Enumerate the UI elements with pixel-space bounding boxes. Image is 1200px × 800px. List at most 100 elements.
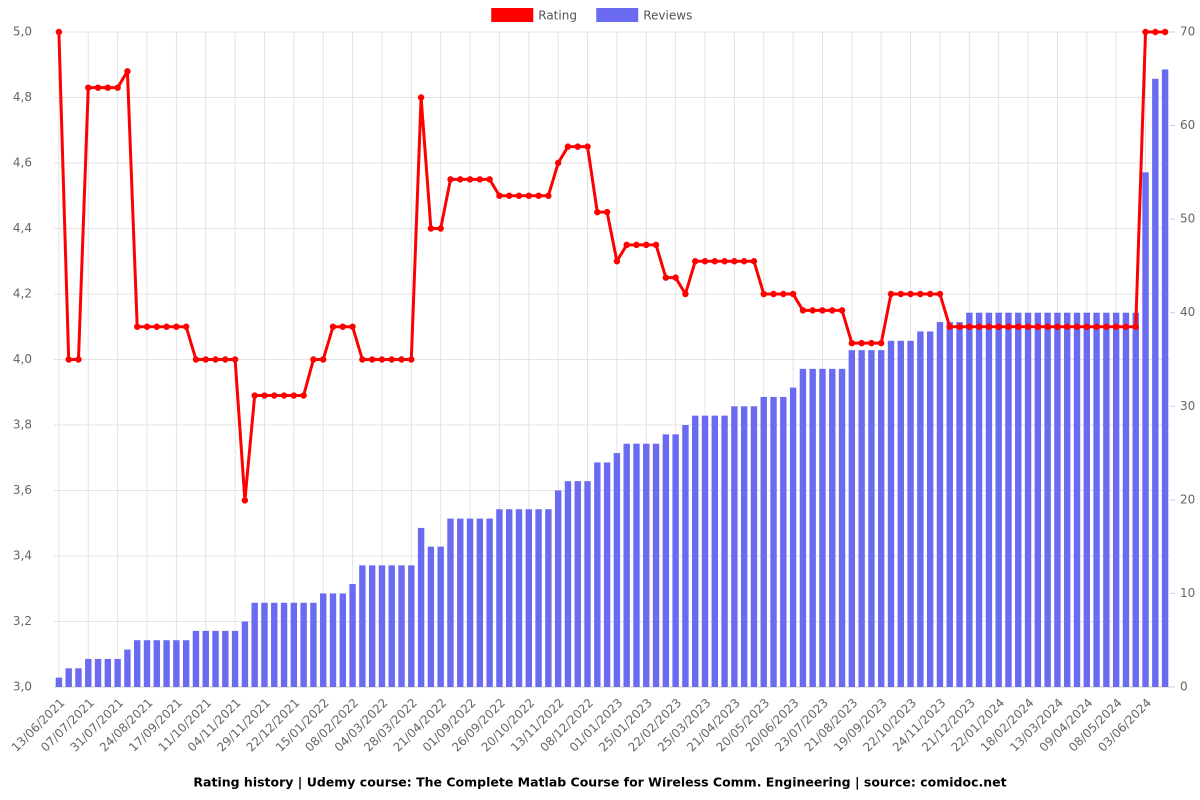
bar <box>760 396 767 687</box>
point <box>672 274 679 281</box>
point <box>545 192 552 199</box>
point <box>134 323 141 330</box>
point <box>1152 28 1159 36</box>
y2-tick-label: 10 <box>1180 586 1195 600</box>
point <box>280 392 288 399</box>
point <box>985 323 993 330</box>
point <box>584 143 591 150</box>
point <box>789 290 797 298</box>
point <box>995 323 1002 330</box>
bar <box>368 565 376 687</box>
bar <box>212 630 219 687</box>
legend-swatch <box>596 8 639 22</box>
bar <box>55 677 63 687</box>
bar <box>711 415 718 687</box>
bar <box>1161 69 1169 687</box>
bar <box>652 443 660 687</box>
point <box>848 339 856 347</box>
bar <box>1142 172 1149 687</box>
bar <box>486 518 493 687</box>
point <box>682 290 689 298</box>
bar <box>966 312 973 687</box>
bar <box>1054 312 1061 687</box>
point <box>1005 323 1012 330</box>
point <box>408 356 415 363</box>
point <box>897 290 904 298</box>
point <box>1083 323 1090 330</box>
point <box>143 323 151 330</box>
bar <box>564 481 572 687</box>
point <box>574 143 581 150</box>
bar <box>271 602 278 687</box>
bar <box>692 415 699 687</box>
bar <box>349 584 356 687</box>
point <box>1103 323 1110 330</box>
bar <box>594 462 601 687</box>
bar <box>143 640 151 687</box>
point <box>417 94 425 101</box>
point <box>946 323 953 330</box>
point <box>486 176 493 183</box>
bar <box>789 387 797 687</box>
bar <box>809 368 816 687</box>
bar <box>457 518 464 687</box>
bar <box>290 602 298 687</box>
bar <box>310 602 317 687</box>
point <box>623 241 630 249</box>
bar <box>1152 78 1159 688</box>
bar <box>838 368 846 687</box>
bar <box>359 565 366 687</box>
y-tick-label: 4,6 <box>13 156 32 170</box>
point <box>261 392 268 399</box>
point <box>525 192 532 199</box>
bar <box>261 602 268 687</box>
point <box>1024 323 1032 330</box>
point <box>1064 323 1071 330</box>
bar <box>75 668 82 687</box>
point <box>1122 323 1130 330</box>
point <box>858 339 865 347</box>
point <box>1161 28 1169 36</box>
bar <box>65 668 72 687</box>
bar <box>447 518 454 687</box>
bar <box>907 340 914 687</box>
point <box>878 339 885 347</box>
bar <box>1083 312 1090 687</box>
bar <box>848 350 856 687</box>
bar <box>995 312 1002 687</box>
point <box>339 323 346 330</box>
bar <box>163 640 170 687</box>
point <box>956 323 963 330</box>
point <box>1132 323 1139 330</box>
point <box>819 307 826 314</box>
point <box>457 176 464 183</box>
point <box>692 258 699 265</box>
point <box>603 208 611 216</box>
bar <box>339 593 346 687</box>
point <box>437 225 444 232</box>
bar <box>936 322 944 687</box>
bar <box>280 602 288 687</box>
bar <box>476 518 484 687</box>
bar <box>427 546 435 687</box>
point <box>1015 323 1022 330</box>
bar <box>231 630 239 687</box>
bar <box>897 340 904 687</box>
bar <box>887 340 895 687</box>
point <box>515 192 523 199</box>
bar <box>496 509 503 687</box>
point <box>633 241 640 249</box>
bar <box>1064 312 1071 687</box>
bar <box>320 593 327 687</box>
bar <box>104 658 112 687</box>
point <box>388 356 395 363</box>
bar <box>153 640 160 687</box>
point <box>398 356 405 363</box>
point <box>476 176 484 183</box>
bar <box>222 630 229 687</box>
point <box>799 307 807 314</box>
bar <box>985 312 993 687</box>
bar <box>672 434 679 687</box>
point <box>926 290 934 298</box>
